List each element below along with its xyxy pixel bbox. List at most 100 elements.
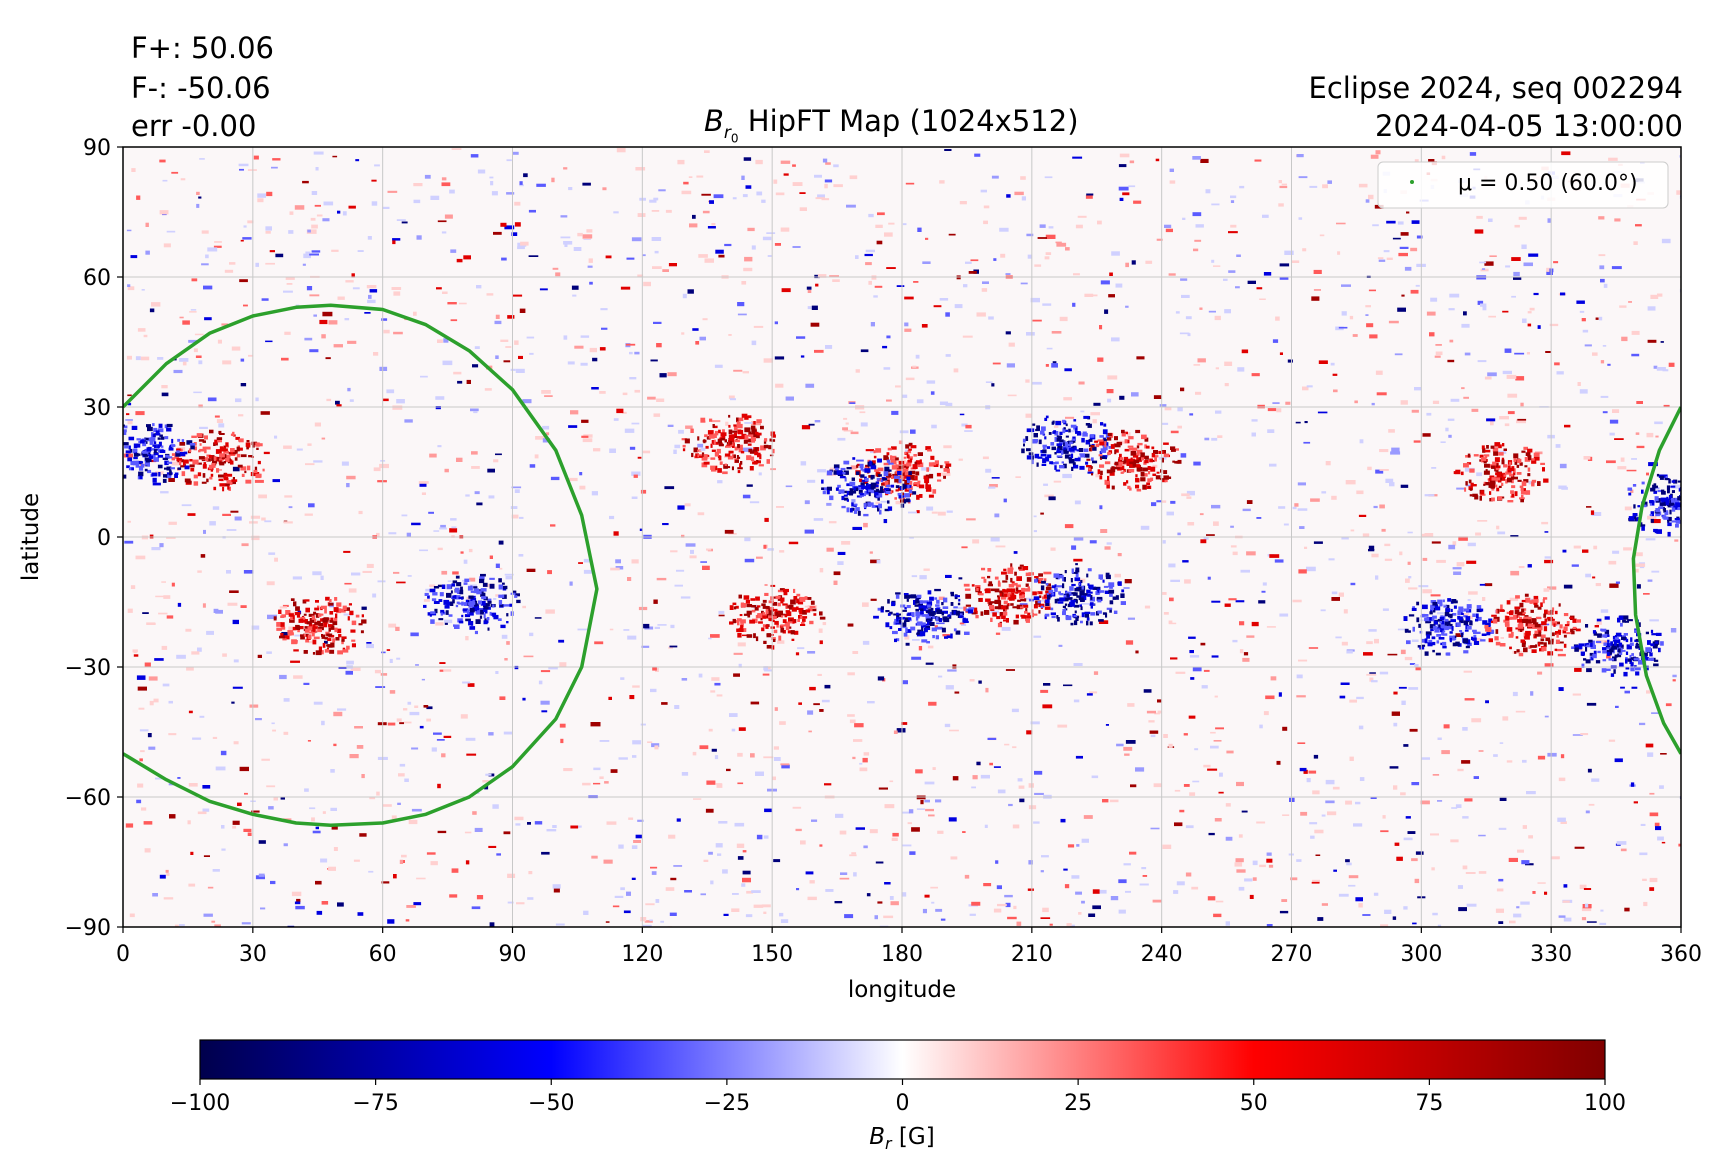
active-region-patch	[318, 626, 324, 631]
background-field-patch	[1455, 633, 1464, 637]
active-region-patch	[1480, 457, 1487, 462]
background-field-patch	[354, 726, 363, 729]
background-field-patch	[959, 413, 965, 416]
background-field-patch	[1235, 600, 1245, 603]
background-field-patch	[587, 265, 593, 268]
active-region-patch	[1516, 464, 1520, 468]
active-region-patch	[476, 590, 482, 595]
background-field-patch	[470, 408, 479, 412]
active-region-patch	[761, 603, 766, 607]
background-field-patch	[729, 398, 736, 401]
active-region-patch	[996, 616, 1001, 620]
background-field-patch	[153, 698, 159, 703]
active-region-patch	[1455, 469, 1461, 475]
background-field-patch	[198, 404, 203, 408]
background-field-patch	[1218, 791, 1224, 794]
background-field-patch	[409, 711, 420, 716]
background-field-patch	[1612, 409, 1620, 413]
background-field-patch	[600, 308, 608, 311]
active-region-patch	[1466, 462, 1472, 465]
background-field-patch	[511, 486, 522, 489]
active-region-patch	[973, 607, 978, 613]
background-field-patch	[781, 288, 791, 293]
active-region-patch	[1006, 603, 1010, 607]
active-region-patch	[1012, 582, 1018, 586]
background-field-patch	[542, 438, 551, 443]
active-region-patch	[904, 617, 910, 622]
background-field-patch	[1551, 856, 1560, 859]
active-region-patch	[349, 610, 354, 616]
active-region-patch	[1071, 438, 1076, 441]
active-region-patch	[151, 472, 158, 477]
background-field-patch	[383, 329, 390, 334]
active-region-patch	[1468, 486, 1473, 490]
background-field-patch	[1240, 569, 1250, 573]
background-field-patch	[1317, 917, 1324, 921]
background-field-patch	[489, 922, 495, 927]
background-field-patch	[927, 645, 934, 649]
background-field-patch	[1382, 608, 1389, 611]
background-field-patch	[196, 191, 200, 195]
background-field-patch	[1157, 710, 1162, 714]
background-field-patch	[1005, 669, 1015, 671]
active-region-patch	[468, 612, 474, 616]
active-region-patch	[171, 457, 176, 461]
background-field-patch	[1369, 672, 1376, 674]
background-field-patch	[404, 419, 413, 423]
background-field-patch	[1600, 360, 1605, 364]
background-field-patch	[510, 368, 516, 371]
active-region-patch	[909, 458, 913, 463]
background-field-patch	[1394, 353, 1403, 356]
background-field-patch	[1603, 640, 1608, 644]
active-region-patch	[216, 437, 223, 440]
background-field-patch	[701, 193, 711, 196]
active-region-patch	[326, 621, 329, 625]
background-field-patch	[1645, 743, 1654, 748]
background-field-patch	[313, 151, 324, 155]
background-field-patch	[901, 722, 908, 725]
background-field-patch	[742, 194, 748, 198]
background-field-patch	[1115, 283, 1123, 288]
background-field-patch	[1463, 670, 1472, 673]
background-field-patch	[1242, 657, 1250, 662]
active-region-patch	[315, 650, 322, 656]
active-region-patch	[923, 628, 926, 633]
background-field-patch	[710, 880, 714, 885]
background-field-patch	[1040, 455, 1049, 459]
active-region-patch	[945, 463, 952, 467]
background-field-patch	[753, 904, 764, 908]
background-field-patch	[201, 263, 209, 266]
background-field-patch	[1179, 809, 1185, 813]
active-region-patch	[844, 477, 847, 482]
background-field-patch	[1599, 922, 1607, 925]
background-field-patch	[209, 521, 216, 526]
active-region-patch	[930, 607, 934, 611]
background-field-patch	[1153, 395, 1162, 399]
background-field-patch	[569, 581, 573, 586]
active-region-patch	[985, 598, 991, 602]
background-field-patch	[593, 767, 601, 771]
background-field-patch	[1001, 627, 1011, 631]
background-field-patch	[367, 236, 372, 240]
active-region-patch	[907, 479, 910, 483]
active-region-patch	[1070, 622, 1074, 626]
background-field-patch	[1044, 494, 1054, 498]
background-field-patch	[1251, 419, 1258, 422]
background-field-patch	[444, 214, 453, 219]
background-field-patch	[1447, 418, 1455, 421]
background-field-patch	[1678, 843, 1681, 847]
background-field-patch	[1027, 888, 1034, 891]
background-field-patch	[453, 371, 462, 375]
background-field-patch	[293, 675, 303, 679]
background-field-patch	[1213, 740, 1222, 742]
background-field-patch	[1311, 881, 1320, 884]
background-field-patch	[1309, 185, 1318, 188]
background-field-patch	[1511, 257, 1521, 261]
active-region-patch	[480, 600, 486, 606]
background-field-patch	[1473, 631, 1481, 634]
active-region-patch	[311, 615, 315, 620]
active-region-patch	[305, 638, 310, 643]
active-region-patch	[907, 594, 912, 599]
background-field-patch	[313, 314, 317, 317]
active-region-patch	[1528, 455, 1532, 461]
